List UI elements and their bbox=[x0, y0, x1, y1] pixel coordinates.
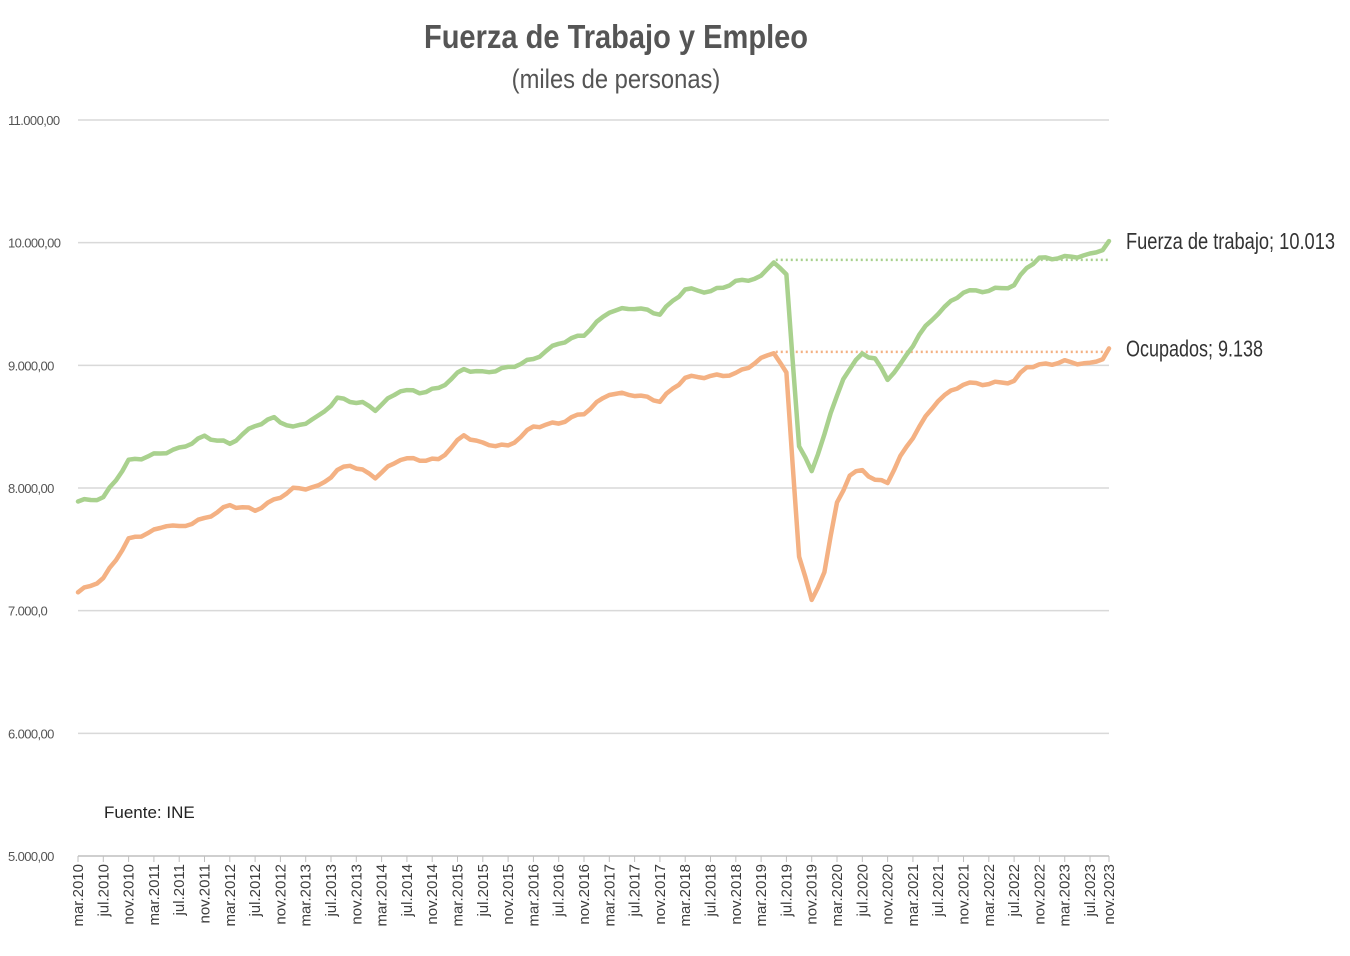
x-tick-label: jul.2023 bbox=[1082, 864, 1099, 918]
x-tick-label: mar.2016 bbox=[525, 864, 542, 927]
end-label: Fuerza de trabajo; 10.013 bbox=[1126, 228, 1335, 254]
series-line-fuerza-de-trabajo bbox=[75, 238, 1112, 504]
x-tick-label: nov.2015 bbox=[500, 864, 517, 925]
y-tick-label: 10.000,00 bbox=[8, 236, 61, 251]
x-tick-label: nov.2019 bbox=[804, 864, 821, 925]
x-tick-label: jul.2020 bbox=[854, 864, 871, 918]
y-tick-label: 7.000,0 bbox=[8, 604, 48, 619]
reference-lines bbox=[775, 258, 1109, 354]
x-tick-label: mar.2022 bbox=[981, 864, 998, 927]
series-line-ocupados bbox=[75, 346, 1112, 603]
chart-title: Fuerza de Trabajo y Empleo bbox=[423, 18, 809, 55]
x-tick-label: mar.2015 bbox=[450, 864, 467, 927]
x-tick-label: nov.2023 bbox=[1101, 864, 1118, 925]
x-tick-label: mar.2020 bbox=[829, 864, 846, 927]
x-tick-label: jul.2015 bbox=[475, 864, 492, 918]
x-tick-label: nov.2012 bbox=[272, 864, 289, 925]
x-tick-label: mar.2017 bbox=[601, 864, 618, 927]
x-tick-label: jul.2011 bbox=[171, 864, 188, 916]
x-tick-label: nov.2011 bbox=[197, 864, 214, 924]
series-lines bbox=[75, 238, 1112, 603]
y-tick-label: 9.000,00 bbox=[8, 358, 54, 373]
y-tick-label: 11.000,00 bbox=[8, 113, 60, 128]
x-tick-label: jul.2013 bbox=[323, 864, 340, 918]
x-tick-label: mar.2010 bbox=[70, 864, 87, 927]
x-axis-tick-labels: mar.2010 jul.2010 nov.2010 mar.2011 jul.2011… bbox=[70, 864, 1118, 927]
x-tick-label: mar.2018 bbox=[677, 864, 694, 927]
x-tick-label: jul.2017 bbox=[627, 864, 644, 918]
x-tick-label: mar.2012 bbox=[222, 864, 239, 927]
x-tick-label: nov.2010 bbox=[121, 864, 138, 925]
x-tick-label: jul.2018 bbox=[703, 864, 720, 918]
x-tick-label: nov.2021 bbox=[956, 864, 973, 925]
x-tick-label: mar.2011 bbox=[146, 864, 163, 925]
x-tick-label: jul.2012 bbox=[247, 864, 264, 918]
x-tick-label: jul.2019 bbox=[778, 864, 795, 918]
x-tick-label: mar.2021 bbox=[905, 864, 922, 927]
x-tick-label: nov.2018 bbox=[728, 864, 745, 925]
end-label: Ocupados; 9.138 bbox=[1126, 335, 1263, 361]
y-tick-label: 6.000,00 bbox=[8, 726, 54, 741]
x-tick-label: nov.2017 bbox=[652, 864, 669, 925]
x-tick-label: nov.2014 bbox=[424, 864, 441, 925]
x-tick-label: jul.2022 bbox=[1006, 864, 1023, 918]
x-tick-label: jul.2014 bbox=[399, 864, 416, 918]
x-tick-label: jul.2021 bbox=[930, 864, 947, 918]
y-axis-tick-labels: 5.000,00 6.000,00 7.000,0 8.000,00 9.000,00 1… bbox=[8, 113, 61, 864]
x-tick-label: nov.2020 bbox=[880, 864, 897, 925]
x-tick-label: jul.2016 bbox=[551, 864, 568, 918]
x-tick-label: mar.2023 bbox=[1057, 864, 1074, 927]
x-axis bbox=[77, 855, 1110, 862]
gridlines bbox=[78, 119, 1109, 735]
end-labels: Fuerza de trabajo; 10.013 Ocupados; 9.138 bbox=[1126, 228, 1335, 361]
x-tick-label: mar.2019 bbox=[753, 864, 770, 927]
x-tick-label: nov.2013 bbox=[348, 864, 365, 925]
y-tick-label: 8.000,00 bbox=[8, 481, 54, 496]
x-tick-label: nov.2016 bbox=[576, 864, 593, 925]
x-tick-label: nov.2022 bbox=[1031, 864, 1048, 925]
chart-subtitle: (miles de personas) bbox=[511, 64, 721, 94]
x-tick-label: mar.2014 bbox=[374, 864, 391, 927]
x-tick-label: jul.2010 bbox=[95, 864, 112, 918]
source-note: Fuente: INE bbox=[104, 803, 195, 822]
x-tick-label: mar.2013 bbox=[298, 864, 315, 927]
y-tick-label: 5.000,00 bbox=[8, 849, 54, 864]
